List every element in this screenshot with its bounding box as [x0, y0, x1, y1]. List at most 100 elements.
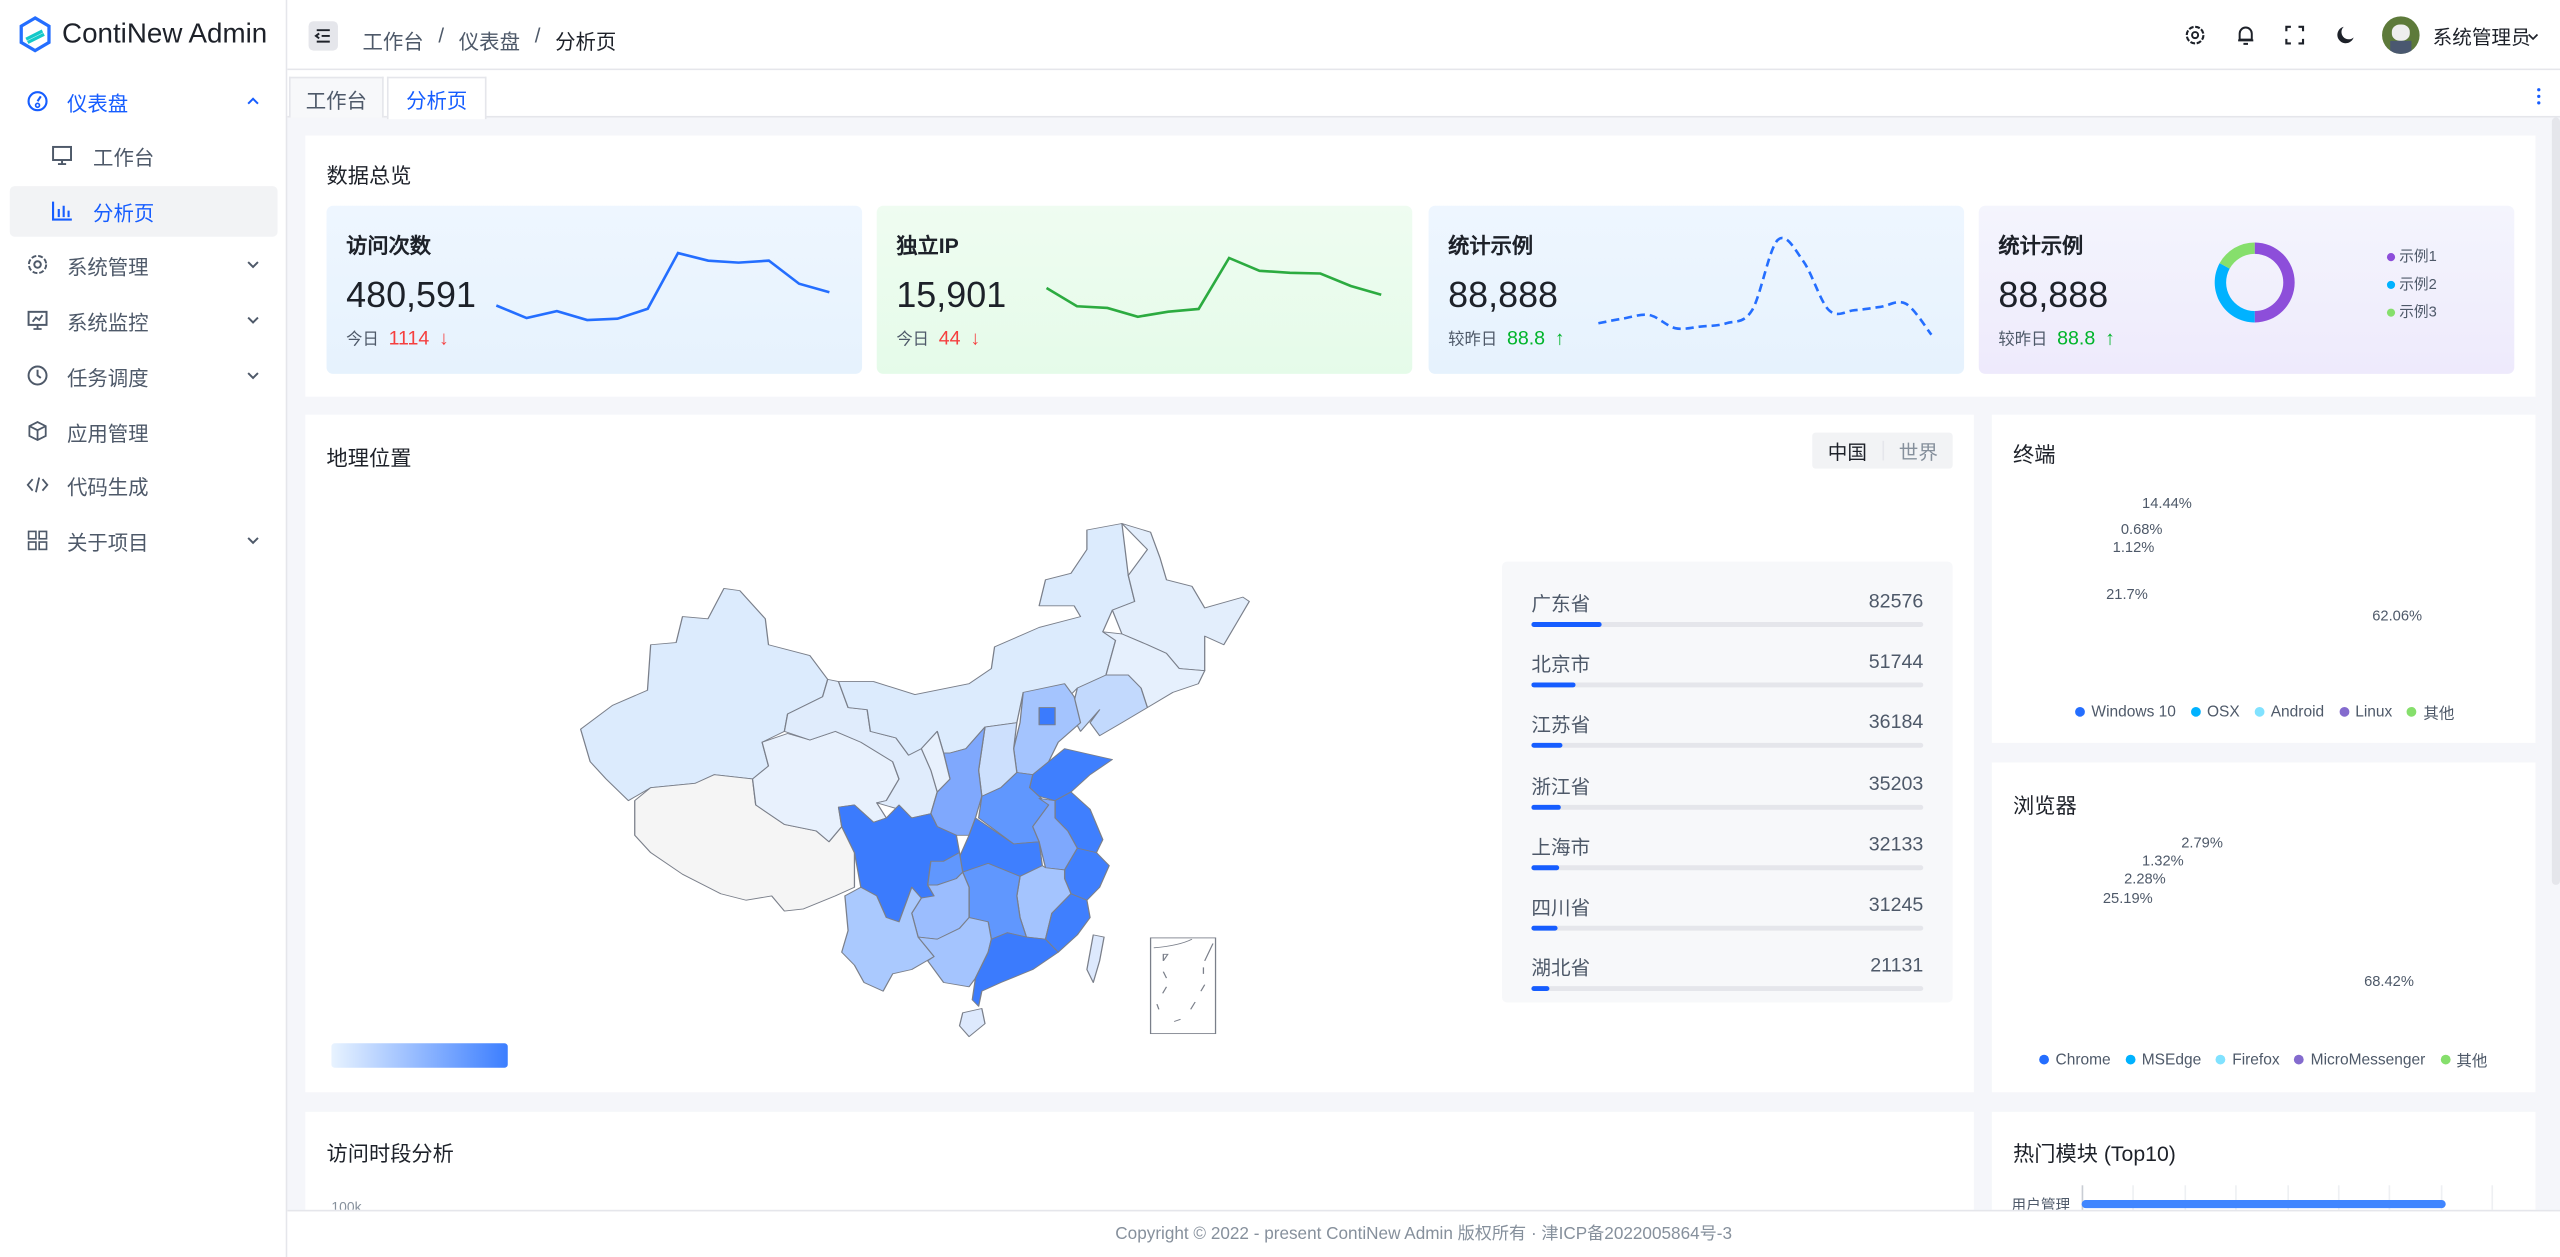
- geo-title: 地理位置: [326, 445, 412, 471]
- map-region[interactable]: [840, 887, 935, 992]
- legend-label: Firefox: [2232, 1050, 2280, 1069]
- tab-bar: 工作台 分析页: [287, 70, 2560, 120]
- map-region[interactable]: [958, 1008, 986, 1038]
- legend-item[interactable]: 其他: [2440, 1048, 2487, 1071]
- visit-time-title: 访问时段分析: [326, 1141, 454, 1166]
- legend-item[interactable]: Android: [2254, 700, 2324, 723]
- slice-label: 68.42%: [2364, 973, 2414, 990]
- region-toggle: 中国 世界: [1812, 432, 1953, 469]
- page-scrollbar[interactable]: [2551, 117, 2560, 885]
- avatar[interactable]: [2382, 16, 2420, 54]
- slice-label: 1.32%: [2142, 852, 2184, 869]
- map-visual-map-legend[interactable]: [331, 1043, 508, 1068]
- tab-workbench[interactable]: 工作台: [288, 76, 384, 118]
- ranking-row: 北京市 51744: [1531, 634, 1924, 694]
- slice-label: 62.06%: [2372, 607, 2423, 624]
- map-region[interactable]: [1069, 674, 1148, 737]
- more-vertical-icon[interactable]: [2534, 87, 2544, 107]
- sidebar-item-dashboard[interactable]: 仪表盘: [10, 77, 278, 128]
- breadcrumb-item[interactable]: 工作台: [362, 31, 424, 54]
- progress-fill: [1531, 986, 1550, 992]
- map-region[interactable]: [633, 774, 855, 912]
- legend-item[interactable]: Windows 10: [2075, 700, 2176, 723]
- fullscreen-icon[interactable]: [2284, 24, 2305, 45]
- toggle-world[interactable]: 世界: [1898, 439, 1938, 463]
- map-region[interactable]: [920, 731, 951, 793]
- sidebar-item-system-monitor[interactable]: 系统监控: [10, 296, 278, 347]
- ranking-row: 湖北省 21131: [1531, 937, 1924, 997]
- sidebar-item-system-management[interactable]: 系统管理: [10, 240, 278, 291]
- arrow-down-icon: ↓: [439, 325, 449, 349]
- chevron-down-icon: [247, 372, 259, 380]
- bell-icon[interactable]: [2235, 24, 2256, 45]
- sidebar-item-app-management[interactable]: 应用管理: [10, 407, 278, 458]
- user-name[interactable]: 系统管理员: [2432, 26, 2531, 49]
- sidebar-item-label: 分析页: [93, 202, 155, 226]
- legend-label: 示例1: [2399, 248, 2437, 265]
- region-value: 82576: [1868, 589, 1924, 613]
- arrow-down-icon: ↓: [970, 325, 981, 349]
- breadcrumb-item[interactable]: 仪表盘: [458, 31, 521, 54]
- hot-modules-title: 热门模块 (Top10): [2013, 1141, 2176, 1166]
- map-region[interactable]: [1085, 934, 1105, 984]
- region-name: 江苏省: [1531, 714, 1591, 737]
- legend-item[interactable]: MicroMessenger: [2294, 1048, 2425, 1071]
- hot-modules-grid: [2081, 1185, 2494, 1235]
- footer: Copyright © 2022 - present ContiNew Admi…: [287, 1209, 2560, 1257]
- progress-bar: [1531, 925, 1924, 931]
- legend-item[interactable]: Firefox: [2215, 1048, 2280, 1071]
- moon-icon[interactable]: [2335, 24, 2356, 45]
- settings-icon[interactable]: [2184, 24, 2205, 45]
- stat-card-example-donut: 统计示例 88,888 较昨日 88.8 ↑ 示例1 示例2 示例3: [1978, 205, 2515, 374]
- slice-label: 0.68%: [2120, 520, 2163, 538]
- map-region[interactable]: [1111, 523, 1250, 672]
- legend-item[interactable]: MSEdge: [2125, 1048, 2201, 1071]
- legend-item: 示例2: [2386, 271, 2437, 299]
- progress-fill: [1531, 682, 1576, 688]
- tab-label: 工作台: [305, 88, 367, 112]
- hot-module-bar[interactable]: [2081, 1200, 2446, 1209]
- legend-item[interactable]: Chrome: [2039, 1048, 2111, 1071]
- sidebar-item-analysis[interactable]: 分析页: [9, 186, 278, 237]
- tab-label: 分析页: [406, 89, 468, 113]
- chevron-down-icon[interactable]: [2526, 29, 2541, 44]
- terminal-card: 终端: [1991, 414, 2536, 743]
- clock-icon: [27, 365, 48, 386]
- stat-value: 480,591: [346, 274, 476, 316]
- ranking-row: 浙江省 35203: [1531, 755, 1924, 815]
- sidebar-item-code-generation[interactable]: 代码生成: [10, 460, 278, 511]
- map-region[interactable]: [971, 932, 1059, 1008]
- progress-fill: [1531, 864, 1559, 870]
- app-title: ContiNew Admin: [62, 17, 268, 49]
- tab-analysis[interactable]: 分析页: [386, 76, 487, 120]
- legend-label: MSEdge: [2141, 1050, 2202, 1069]
- sidebar-item-label: 应用管理: [66, 422, 149, 446]
- top-header: 工作台 / 仪表盘 / 分析页 系统管理员: [287, 0, 2560, 71]
- collapse-sidebar-button[interactable]: [308, 21, 338, 51]
- breadcrumb-separator: /: [534, 24, 541, 48]
- sidebar-item-workbench[interactable]: 工作台: [10, 131, 278, 182]
- chevron-up-icon: [247, 97, 259, 105]
- progress-bar: [1531, 682, 1924, 688]
- logo[interactable]: ContiNew Admin: [19, 16, 268, 53]
- map-region[interactable]: [1037, 707, 1056, 726]
- desktop-icon: [52, 145, 72, 166]
- region-value: 32133: [1868, 832, 1924, 856]
- cube-icon: [28, 421, 47, 442]
- stat-card-unique-ip: 独立IP 15,901 今日 44 ↓: [876, 205, 1413, 374]
- sidebar-item-task-schedule[interactable]: 任务调度: [10, 351, 278, 402]
- progress-bar: [1531, 986, 1924, 992]
- sidebar-item-label: 关于项目: [66, 532, 149, 556]
- legend-item[interactable]: Linux: [2338, 700, 2392, 723]
- legend-item[interactable]: OSX: [2190, 700, 2240, 723]
- slice-label: 1.12%: [2112, 538, 2155, 556]
- stat-sub-value: 88.8: [1506, 325, 1546, 349]
- toggle-china[interactable]: 中国: [1827, 439, 1867, 463]
- legend-item[interactable]: 其他: [2406, 700, 2454, 723]
- ranking-row: 四川省 31245: [1531, 877, 1924, 937]
- stat-sub-value: 44: [938, 325, 961, 349]
- sidebar-item-label: 仪表盘: [66, 93, 129, 116]
- china-map: [579, 523, 1250, 1038]
- mini-donut-legend: 示例1 示例2 示例3: [2386, 243, 2437, 326]
- sidebar-item-about[interactable]: 关于项目: [10, 516, 278, 567]
